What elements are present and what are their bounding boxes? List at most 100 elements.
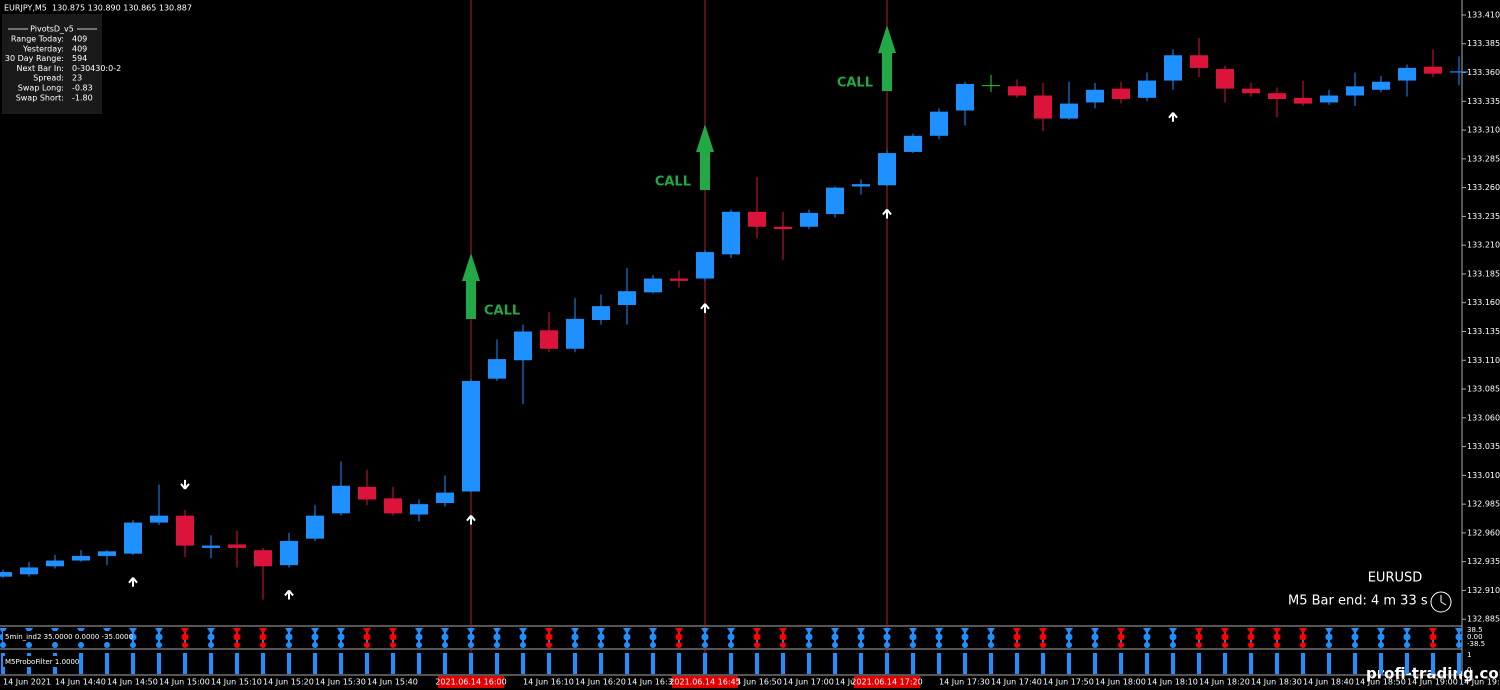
ind1-dot	[181, 633, 189, 641]
call-arrow-head	[696, 124, 714, 153]
x-tick-label: 14 Jun 15:40	[367, 678, 418, 687]
time-marker	[672, 676, 738, 688]
x-tick-label: 14 Jun 18:00	[1095, 678, 1146, 687]
candle-body	[670, 278, 688, 281]
ind1-dot	[155, 633, 163, 641]
indicator-label-bg	[3, 631, 128, 642]
panel-value: 594	[72, 54, 87, 63]
ind1-dot	[728, 642, 734, 648]
panel-label: Swap Short:	[16, 93, 64, 102]
ind1-dot	[962, 642, 968, 648]
y-tick-label: 133.310	[1467, 126, 1500, 135]
ind1-dot	[286, 642, 292, 648]
ind1-dot	[1196, 642, 1202, 648]
candle-body	[774, 226, 792, 230]
ind1-dot	[1430, 642, 1436, 648]
ind1-marker	[129, 628, 137, 634]
ind1-dot	[442, 642, 448, 648]
candle-body	[124, 522, 142, 554]
ind1-marker	[1039, 628, 1047, 634]
y-tick-label: 132.910	[1467, 586, 1500, 595]
y-tick-label: 133.060	[1467, 413, 1500, 422]
ind2-bar	[1093, 653, 1097, 674]
candle-body	[202, 545, 220, 548]
ind2-bar	[1171, 653, 1175, 674]
ind1-dot	[571, 633, 579, 641]
ind1-dot	[363, 633, 371, 641]
ind1-dot	[935, 633, 943, 641]
ind2-bar	[937, 653, 941, 674]
ind1-dot	[493, 633, 501, 641]
candle-body	[722, 211, 740, 255]
ind1-dot	[1117, 633, 1125, 641]
time-marker	[438, 676, 504, 688]
ind1-marker	[649, 628, 657, 634]
ind2-bar	[339, 653, 343, 674]
call-arrow-head	[462, 252, 480, 281]
y-tick-label: 133.385	[1467, 39, 1500, 48]
x-tick-label: 14 Jun 14:40	[55, 678, 106, 687]
x-tick-label: 14 Jun 17:00	[783, 678, 834, 687]
ind1-marker	[1403, 628, 1411, 634]
ind2-bar	[651, 653, 655, 674]
ind1-marker	[545, 628, 553, 634]
ind1-dot	[467, 633, 475, 641]
candle-body	[280, 540, 298, 566]
ind2-bar	[261, 653, 265, 674]
candle-body	[644, 278, 662, 293]
ind1-marker	[285, 628, 293, 634]
y-tick-label: 133.085	[1467, 385, 1500, 394]
ind1-dot	[831, 633, 839, 641]
x-tick-label: 14 Jun 15:30	[315, 678, 366, 687]
candle-body	[410, 504, 428, 515]
ind1-marker	[1429, 628, 1437, 634]
ind1-dot	[858, 642, 864, 648]
call-arrow-shaft	[700, 150, 710, 191]
ind2-bar	[885, 653, 889, 674]
ind1-dot	[987, 633, 995, 641]
ind1-dot	[910, 642, 916, 648]
ind1-dot	[883, 633, 891, 641]
ind1-dot	[26, 642, 32, 648]
ind1-marker	[1325, 628, 1333, 634]
ind1-dot	[1325, 633, 1333, 641]
ind2-bar	[1119, 653, 1123, 674]
indicator-label-bg	[3, 656, 78, 667]
ind2-bar	[443, 653, 447, 674]
ind1-dot	[623, 633, 631, 641]
ind1-marker	[181, 628, 189, 634]
ind2-bar	[235, 653, 239, 674]
ind1-dot	[311, 633, 319, 641]
ind1-dot	[598, 642, 604, 648]
ind1-dot	[1248, 642, 1254, 648]
ind1-dot	[104, 642, 110, 648]
ind1-dot	[1092, 642, 1098, 648]
ind1-marker	[155, 628, 163, 634]
ind1-marker	[233, 628, 241, 634]
candle-body	[1034, 95, 1052, 119]
ind2-bar	[781, 653, 785, 674]
indicator-scale: 0	[1467, 666, 1471, 674]
call-label: CALL	[837, 76, 873, 91]
ind1-dot	[1326, 642, 1332, 648]
ind1-marker	[207, 628, 215, 634]
ind1-dot	[337, 633, 345, 641]
time-marker-label: 2021.06.14 17:20	[851, 678, 922, 687]
ind2-bar	[703, 653, 707, 674]
ind1-dot	[675, 633, 683, 641]
y-tick-label: 132.935	[1467, 557, 1500, 566]
ind1-dot	[364, 642, 370, 648]
ind1-marker	[1065, 628, 1073, 634]
ind1-marker	[519, 628, 527, 634]
candle-body	[800, 212, 818, 227]
ind1-dot	[1456, 642, 1462, 648]
ind1-marker	[1455, 628, 1463, 634]
ind1-dot	[234, 642, 240, 648]
ind1-dot	[1455, 633, 1463, 641]
candle-body	[176, 515, 194, 546]
y-tick-label: 133.135	[1467, 327, 1500, 336]
y-tick-label: 133.235	[1467, 212, 1500, 221]
candle-body	[1372, 81, 1390, 90]
x-tick-label: 14 Jun 18:30	[1251, 678, 1302, 687]
panel-label: Next Bar In:	[16, 64, 64, 73]
